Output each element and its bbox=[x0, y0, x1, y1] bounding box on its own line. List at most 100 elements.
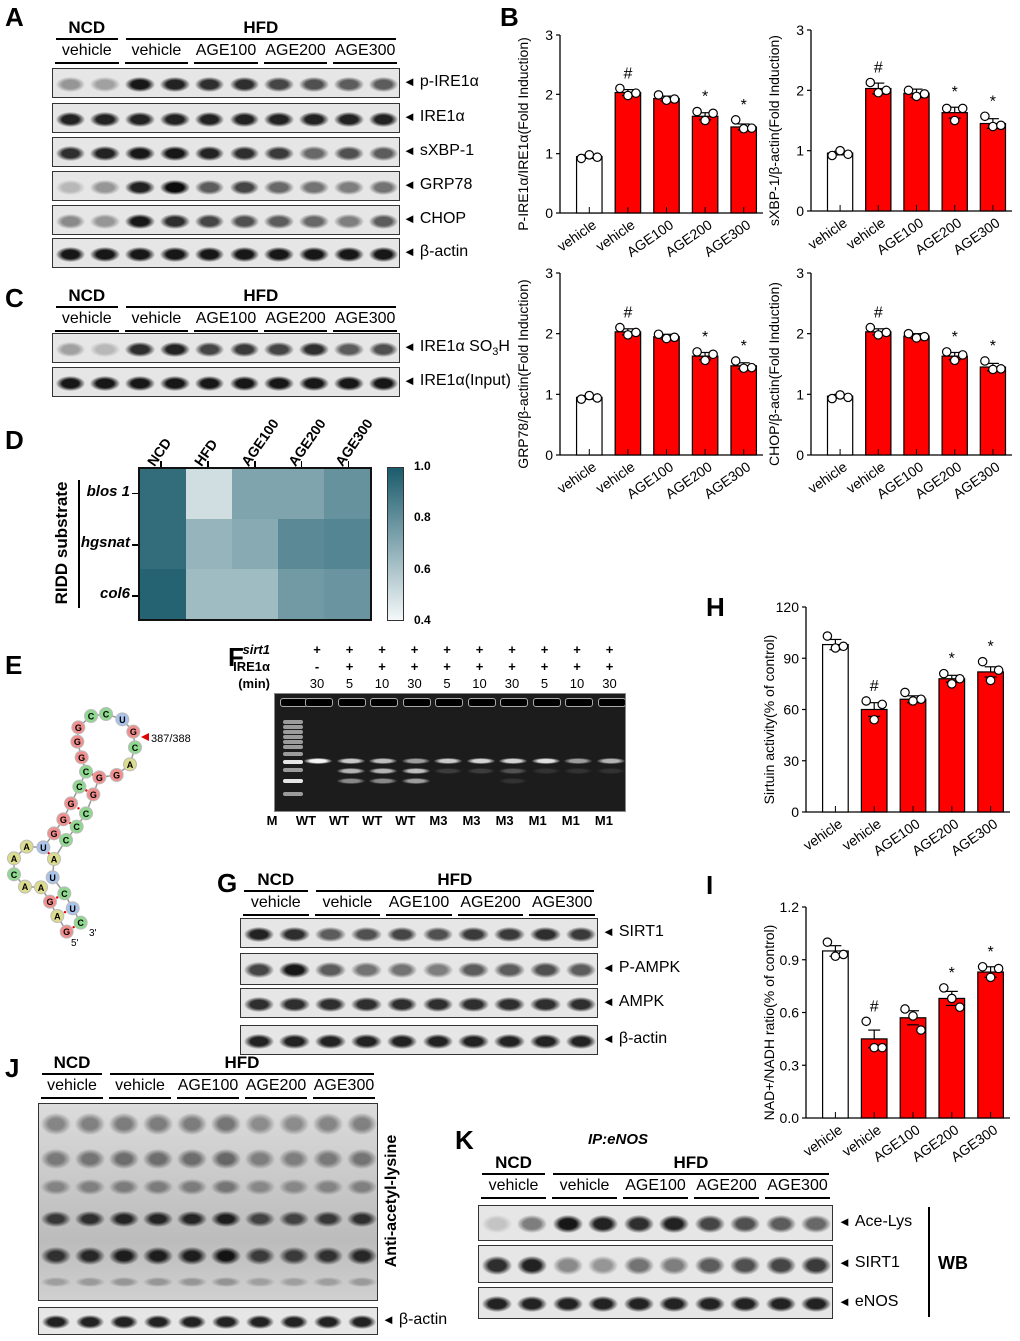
data-point bbox=[661, 95, 672, 106]
blot-band bbox=[623, 1255, 654, 1275]
blot-band bbox=[160, 375, 190, 391]
y-axis-label: P-IRE1α/IRE1α(Fold Induction) bbox=[515, 37, 531, 231]
gel-band bbox=[466, 758, 495, 764]
heatmap-grid bbox=[138, 467, 372, 621]
heatmap-cell bbox=[232, 569, 278, 619]
bar bbox=[903, 92, 930, 212]
blot-band bbox=[730, 1215, 761, 1233]
blot-band bbox=[142, 1112, 174, 1135]
nucleotide-letter: U bbox=[69, 904, 76, 914]
blot-band bbox=[481, 1296, 512, 1312]
data-point bbox=[957, 103, 968, 114]
panel-label-b: B bbox=[500, 2, 519, 32]
arrow-icon: ◄ bbox=[403, 143, 416, 158]
cleavage-site-label: 387/388 bbox=[151, 733, 191, 745]
blot-band bbox=[530, 962, 561, 978]
gel-row-label: (min) bbox=[238, 676, 270, 691]
blot-band bbox=[210, 1210, 242, 1227]
gel-band bbox=[369, 758, 397, 764]
y-tick-label: 3 bbox=[545, 27, 553, 43]
data-point bbox=[746, 123, 757, 133]
wb-label: WB bbox=[938, 1253, 968, 1273]
bar bbox=[941, 112, 968, 212]
blot-strip--actin bbox=[240, 1025, 598, 1055]
bar bbox=[977, 971, 1005, 1119]
blot-band bbox=[565, 962, 597, 978]
blot-band bbox=[346, 1112, 377, 1135]
gel-well bbox=[597, 698, 625, 707]
blot-band bbox=[40, 1210, 72, 1227]
x-tick-label: vehicle bbox=[800, 815, 845, 853]
blot-band bbox=[108, 1179, 140, 1196]
group-underline bbox=[125, 38, 396, 40]
nucleotide-letter: G bbox=[50, 829, 57, 839]
blot-band bbox=[346, 1179, 377, 1196]
gel-band bbox=[369, 778, 397, 784]
data-point bbox=[738, 123, 749, 134]
data-point bbox=[869, 1042, 879, 1053]
data-point bbox=[881, 85, 892, 96]
heatmap-cell bbox=[140, 469, 186, 519]
nucleotide-letter: A bbox=[51, 855, 58, 865]
blot-band bbox=[243, 926, 275, 942]
group-underline bbox=[56, 38, 118, 40]
heatmap-cell bbox=[232, 469, 278, 519]
data-point bbox=[592, 152, 603, 163]
blot-band bbox=[176, 1149, 208, 1170]
blot-band bbox=[55, 375, 86, 391]
panel-label-g: G bbox=[217, 868, 238, 898]
gel-condition-sirt1: + bbox=[573, 642, 581, 657]
subgroup-header: AGE300 bbox=[334, 310, 396, 327]
gel-condition-min: 5 bbox=[345, 676, 354, 691]
subgroup-header: AGE100 bbox=[195, 42, 257, 59]
blot-band bbox=[55, 145, 86, 161]
data-point bbox=[938, 983, 949, 993]
blot-band bbox=[565, 1033, 597, 1049]
gel-row-label: sirt1 bbox=[242, 642, 270, 657]
blot-band bbox=[143, 1315, 173, 1329]
y-tick-label: 0.0 bbox=[780, 1110, 800, 1126]
data-point bbox=[746, 362, 757, 373]
gel-band bbox=[434, 768, 462, 774]
blot-band bbox=[312, 1247, 344, 1266]
blot-band bbox=[55, 76, 86, 92]
heatmap-cell bbox=[186, 569, 232, 619]
heatmap-row-tick bbox=[132, 595, 138, 597]
blot-band bbox=[530, 1033, 561, 1049]
blot-band bbox=[588, 1215, 619, 1233]
heatmap-row-tick bbox=[132, 544, 138, 546]
blot-band bbox=[55, 179, 86, 195]
bar bbox=[821, 950, 849, 1119]
blot-band bbox=[368, 375, 399, 391]
blot-band bbox=[458, 926, 489, 942]
data-point bbox=[692, 347, 702, 357]
nucleotide-g bbox=[56, 812, 71, 827]
data-point bbox=[977, 961, 988, 972]
gel-condition-sirt1: + bbox=[540, 642, 549, 657]
gel-condition-min: 10 bbox=[472, 676, 487, 691]
data-point bbox=[996, 120, 1006, 131]
x-tick-label: vehicle bbox=[554, 458, 599, 496]
gel-band bbox=[499, 778, 527, 784]
data-point bbox=[843, 392, 853, 403]
blot-band bbox=[194, 145, 225, 161]
panel-label-c: C bbox=[5, 283, 24, 313]
blot-band bbox=[346, 1149, 377, 1170]
row-label-text: β-actin bbox=[419, 243, 469, 260]
bar bbox=[575, 156, 603, 214]
nucleotide-letter: A bbox=[23, 842, 30, 852]
data-point bbox=[903, 328, 914, 339]
y-tick-label: 0 bbox=[791, 804, 799, 820]
heatmap-cell bbox=[140, 569, 186, 619]
y-tick-label: 0 bbox=[796, 203, 804, 219]
blot-band bbox=[494, 996, 525, 1012]
panel-label-f: F bbox=[228, 642, 244, 672]
data-point bbox=[869, 714, 879, 725]
y-tick-label: 2 bbox=[796, 82, 804, 98]
blot-band bbox=[108, 1112, 140, 1135]
heatmap-row-group-line bbox=[78, 480, 80, 608]
blot-band bbox=[659, 1255, 690, 1275]
blot-band bbox=[109, 1315, 139, 1329]
blot-band bbox=[312, 1277, 344, 1288]
blot-band bbox=[229, 375, 260, 391]
